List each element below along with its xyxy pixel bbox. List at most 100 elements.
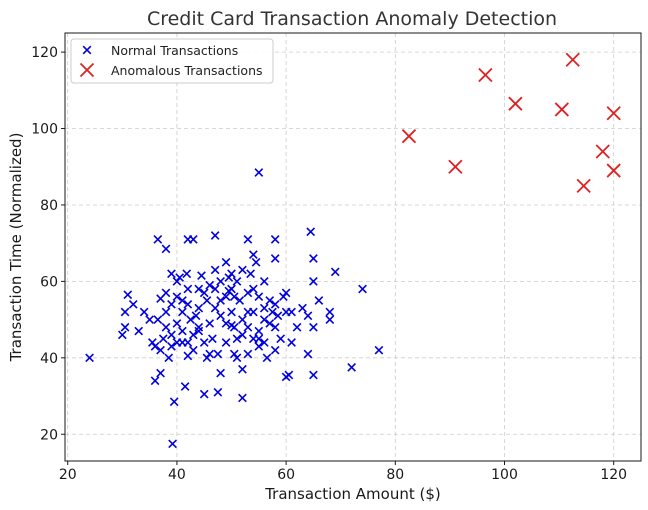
normal-transaction-point <box>175 273 185 282</box>
normal-transaction-point <box>156 345 165 355</box>
normal-transaction-point <box>210 284 220 294</box>
normal-transaction-point <box>216 296 225 305</box>
normal-transaction-point <box>374 345 384 355</box>
normal-transaction-point <box>248 250 258 260</box>
normal-transaction-point <box>248 284 258 294</box>
normal-transaction-point <box>309 254 318 263</box>
normal-transaction-point <box>273 311 283 321</box>
normal-transaction-point <box>325 315 335 324</box>
normal-transaction-point <box>238 393 247 403</box>
normal-transaction-point <box>186 315 195 324</box>
normal-transaction-point <box>216 368 225 378</box>
normal-transaction-point <box>268 307 277 317</box>
anomalous-transaction-point <box>508 96 523 111</box>
normal-transaction-point <box>303 349 313 359</box>
normal-transaction-point <box>182 269 192 279</box>
normal-transaction-point <box>306 227 316 237</box>
legend-normal-x-icon <box>82 45 92 55</box>
normal-transaction-point <box>216 311 225 321</box>
normal-transaction-point <box>238 364 247 374</box>
normal-transaction-point <box>156 368 165 378</box>
normal-transaction-point <box>150 341 160 351</box>
normal-transaction-point <box>270 234 280 244</box>
normal-transaction-point <box>238 330 247 340</box>
normal-transaction-point <box>254 341 264 351</box>
normal-transaction-point <box>156 294 165 303</box>
normal-transaction-point <box>227 307 236 317</box>
normal-transaction-point <box>276 334 286 344</box>
normal-transaction-point <box>167 341 176 351</box>
normal-transaction-point <box>134 326 144 336</box>
normal-transaction-point <box>221 338 231 347</box>
normal-transaction-point <box>232 353 242 363</box>
legend-anomaly-x-icon <box>79 62 95 78</box>
normal-transaction-point <box>172 292 182 302</box>
normal-transaction-point <box>205 319 215 328</box>
normal-transaction-point <box>270 322 280 332</box>
normal-transaction-point <box>120 322 130 332</box>
normal-transaction-point <box>281 288 291 298</box>
normal-transaction-point <box>199 288 209 298</box>
normal-transaction-point <box>246 269 255 279</box>
normal-transaction-point <box>243 234 253 244</box>
legend-normal-marker <box>82 45 92 55</box>
y-tick-label: 40 <box>40 351 58 367</box>
normal-transaction-point <box>216 277 225 286</box>
normal-transaction-point <box>120 307 130 317</box>
normal-transaction-point <box>161 307 171 317</box>
normal-transaction-point <box>232 334 242 344</box>
normal-transaction-point <box>213 349 223 359</box>
anomalous-transaction-point <box>478 67 493 83</box>
anomalous-transaction-point <box>554 102 569 117</box>
normal-transaction-point <box>270 299 280 309</box>
normal-transaction-point <box>210 265 220 275</box>
normal-transaction-point <box>153 315 163 324</box>
normal-transaction-point <box>161 322 171 332</box>
normal-transaction-point <box>227 320 236 330</box>
normal-transaction-point <box>232 277 242 286</box>
normal-transaction-point <box>303 311 313 321</box>
normal-transaction-point <box>314 296 324 305</box>
normal-transaction-point <box>128 299 138 309</box>
normal-transaction-point <box>161 244 171 254</box>
normal-transaction-point <box>287 338 296 347</box>
normal-transaction-point <box>117 330 127 340</box>
y-tick-label: 20 <box>40 427 58 443</box>
normal-transaction-point <box>199 389 209 399</box>
anomalous-transaction-point <box>565 52 580 67</box>
x-tick-label: 80 <box>386 467 404 483</box>
normal-transaction-point <box>150 376 160 386</box>
normal-transaction-point <box>153 234 163 244</box>
legend-anomaly-label: Anomalous Transactions <box>111 63 263 78</box>
normal-transaction-point <box>188 330 198 340</box>
normal-transaction-point <box>183 284 193 294</box>
normal-transaction-point <box>168 439 177 449</box>
anomalous-transaction-point <box>606 163 621 178</box>
normal-transaction-point <box>265 319 275 328</box>
normal-transaction-point <box>164 353 174 363</box>
normal-transaction-point <box>85 353 94 363</box>
normal-transaction-point <box>183 299 193 309</box>
normal-transaction-point <box>167 299 176 309</box>
normal-transaction-point <box>347 363 357 372</box>
x-axis-label: Transaction Amount ($) <box>264 485 441 503</box>
x-tick-label: 100 <box>491 467 518 483</box>
legend-normal-label: Normal Transactions <box>111 43 238 58</box>
normal-transaction-point <box>139 307 149 317</box>
normal-transaction-point <box>259 338 269 347</box>
normal-transaction-point <box>227 269 236 279</box>
grid <box>65 33 641 461</box>
normal-transaction-point <box>213 387 223 397</box>
normal-transaction-point <box>243 349 253 359</box>
normal-transaction-point <box>254 292 264 302</box>
normal-transaction-point <box>167 269 176 279</box>
normal-transaction-point <box>259 303 269 313</box>
y-axis-label: Transaction Time (Normalized) <box>7 133 25 363</box>
normal-transaction-point <box>221 319 231 328</box>
normal-transaction-point <box>281 307 291 317</box>
normal-transaction-point <box>235 296 245 305</box>
normal-transaction-point <box>265 296 275 305</box>
normal-transaction-point <box>178 307 187 317</box>
normal-transaction-point <box>309 322 318 332</box>
